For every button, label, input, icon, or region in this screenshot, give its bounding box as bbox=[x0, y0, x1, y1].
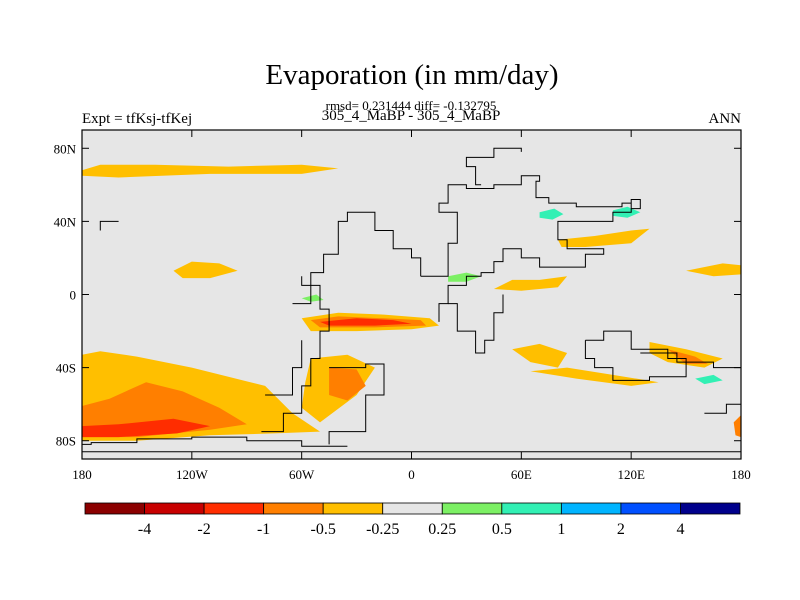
axes: 180 120W 60W 0 60E 120E 180 80N 40N 0 40S 80S bbox=[54, 130, 751, 482]
y-tick-label: 80N bbox=[54, 141, 77, 156]
colorbar-label: 0.5 bbox=[492, 521, 512, 538]
colorbar-swatch-1 bbox=[144, 502, 205, 515]
x-tick-label: 180 bbox=[72, 467, 92, 482]
colorbar-label: -0.25 bbox=[366, 521, 399, 538]
subtitle: 305_4_MaBP - 305_4_MaBP bbox=[322, 108, 501, 124]
x-tick-label: 120E bbox=[617, 467, 645, 482]
x-tick-label: 0 bbox=[408, 467, 415, 482]
stats-line: rmsd= 0.231444 diff= -0.132795 bbox=[326, 98, 497, 113]
coastline-4 bbox=[265, 340, 303, 396]
colorbar-label: 1 bbox=[557, 521, 565, 538]
colorbar-swatch-4 bbox=[322, 502, 384, 515]
contour-region-18 bbox=[448, 272, 482, 282]
contour-region-13 bbox=[512, 343, 568, 368]
contour-region-10 bbox=[493, 276, 568, 291]
contour-region-4 bbox=[82, 418, 211, 438]
contour-region-7 bbox=[320, 318, 412, 326]
contour-region-22 bbox=[695, 374, 723, 385]
contour-regions bbox=[82, 164, 741, 441]
y-tick-label: 40S bbox=[56, 361, 76, 376]
coastline-2 bbox=[261, 211, 422, 433]
colorbar-swatch-0 bbox=[84, 502, 145, 515]
chart-title: Evaporation (in mm/day) bbox=[265, 59, 558, 91]
contour-region-3 bbox=[82, 382, 247, 438]
colorbar-swatch-6 bbox=[441, 502, 503, 515]
colorbar-label: -2 bbox=[197, 521, 210, 538]
coastline-11 bbox=[704, 403, 741, 414]
x-tick-label: 60E bbox=[511, 467, 532, 482]
colorbar-swatch-2 bbox=[203, 502, 265, 515]
contour-region-17 bbox=[733, 415, 741, 438]
coastline-9 bbox=[584, 330, 687, 381]
x-tick-label: 60W bbox=[289, 467, 315, 482]
contour-region-19 bbox=[301, 294, 324, 302]
contour-region-1 bbox=[173, 261, 238, 279]
colorbar-label: 2 bbox=[617, 521, 625, 538]
coastline-7 bbox=[448, 294, 504, 354]
colorbar-label: 4 bbox=[676, 521, 684, 538]
colorbar: -4 -2 -1 -0.5 -0.25 0.25 0.5 1 2 4 bbox=[84, 502, 741, 538]
colorbar-swatch-8 bbox=[560, 502, 622, 515]
coastline-12 bbox=[99, 220, 119, 231]
contour-region-9 bbox=[329, 367, 366, 401]
season-label: ANN bbox=[709, 111, 742, 127]
coastline-5 bbox=[292, 276, 312, 305]
contour-region-20 bbox=[539, 208, 564, 220]
contour-region-11 bbox=[557, 228, 650, 247]
coastline-3 bbox=[328, 363, 385, 445]
colorbar-swatch-9 bbox=[620, 502, 681, 515]
colorbar-swatch-3 bbox=[263, 502, 324, 515]
x-tick-label: 180 bbox=[731, 467, 751, 482]
contour-region-0 bbox=[82, 164, 339, 178]
contour-region-16 bbox=[667, 349, 708, 364]
contour-region-12 bbox=[686, 263, 741, 277]
colorbar-label: -1 bbox=[257, 521, 270, 538]
colorbar-label: 0.25 bbox=[428, 521, 456, 538]
colorbar-label: -0.5 bbox=[311, 521, 336, 538]
coastline-10 bbox=[640, 352, 741, 377]
coastline-6 bbox=[420, 175, 641, 322]
colorbar-swatch-7 bbox=[501, 502, 562, 515]
experiment-label: Expt = tfKsj-tfKej bbox=[82, 111, 192, 127]
x-tick-label: 120W bbox=[176, 467, 209, 482]
y-tick-label: 80S bbox=[56, 434, 76, 449]
colorbar-label: -4 bbox=[138, 521, 151, 538]
y-tick-label: 0 bbox=[70, 288, 77, 303]
coastline-8 bbox=[465, 147, 522, 186]
coastlines bbox=[82, 147, 741, 453]
y-tick-label: 40N bbox=[54, 214, 77, 229]
contour-region-14 bbox=[530, 367, 659, 386]
coastline-0 bbox=[82, 436, 348, 447]
colorbar-swatch-10 bbox=[680, 502, 741, 515]
colorbar-swatch-5 bbox=[382, 502, 443, 515]
